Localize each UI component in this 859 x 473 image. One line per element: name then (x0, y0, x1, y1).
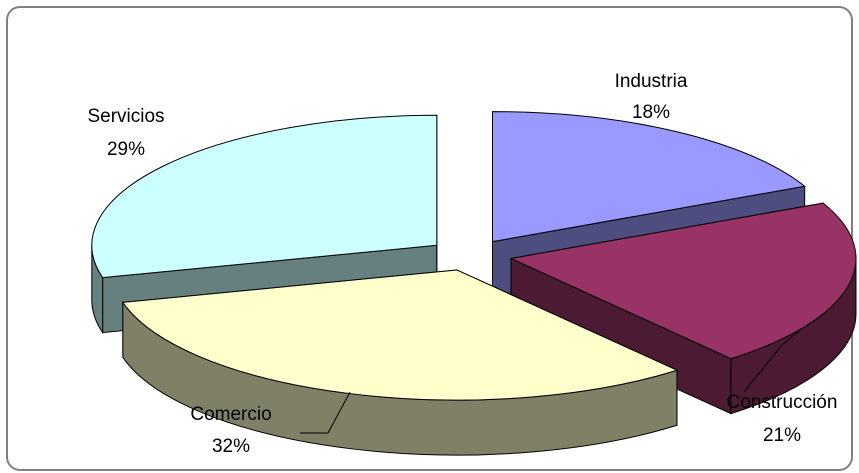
slice-value-servicios: 29% (107, 139, 145, 160)
slice-value-comercio: 32% (212, 436, 250, 457)
slice-label-construcción: Construcción (727, 392, 838, 413)
leader-line-construccion (743, 329, 801, 393)
leader-lines (300, 329, 801, 434)
slice-label-industria: Industria (615, 71, 688, 92)
slice-label-servicios: Servicios (87, 106, 164, 127)
slice-value-construcción: 21% (763, 425, 801, 446)
leader-line-comercio (300, 391, 351, 434)
slice-labels: Industria 18% Construcción 21% Comercio 32% Se… (87, 71, 837, 457)
pie-slices (91, 111, 857, 456)
slice-top-face (492, 111, 806, 243)
pie-slice-comercio (121, 269, 679, 456)
slice-label-comercio: Comercio (190, 404, 271, 425)
slice-top-face (121, 269, 679, 401)
slice-value-industria: 18% (632, 102, 670, 123)
slice-top-face (509, 202, 857, 360)
slice-top-face (91, 114, 438, 279)
